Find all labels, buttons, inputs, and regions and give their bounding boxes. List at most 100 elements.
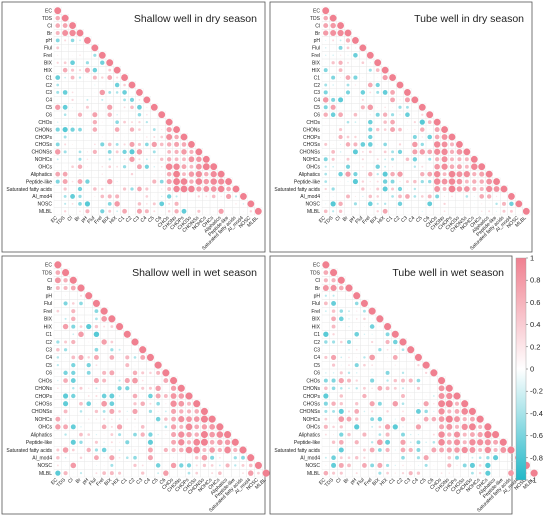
col-label: Frel [95, 477, 105, 487]
corr-point [387, 403, 388, 405]
corr-point [116, 158, 118, 160]
corr-point [108, 315, 116, 323]
corr-point [385, 439, 391, 445]
row-label: Al_mod4 [32, 456, 52, 462]
corr-point [486, 178, 493, 185]
corr-point [88, 441, 90, 443]
corr-point [440, 472, 443, 474]
corr-point [170, 462, 177, 469]
corr-point [356, 449, 358, 451]
corr-point [324, 386, 328, 391]
corr-point [88, 318, 90, 320]
col-label: C1 [117, 215, 126, 224]
corr-point [55, 171, 61, 177]
corr-point [79, 144, 81, 145]
corr-point [95, 433, 98, 436]
col-label: Br [74, 215, 82, 223]
corr-point [347, 432, 351, 437]
corr-point [331, 278, 336, 283]
corr-point [392, 136, 393, 138]
corr-point [347, 129, 349, 130]
corr-point [71, 339, 76, 345]
corr-point [416, 471, 421, 475]
corr-point [181, 208, 187, 214]
corr-point [447, 432, 452, 437]
row-label: Frel [311, 309, 320, 315]
corr-point [379, 395, 381, 397]
corr-point [488, 210, 491, 213]
corr-point [65, 310, 66, 312]
corr-point [340, 121, 341, 123]
corr-point [429, 144, 431, 145]
corr-point [435, 157, 440, 162]
corr-point [70, 285, 76, 291]
corr-point [515, 200, 523, 208]
row-label: NOHCs [35, 417, 53, 423]
corr-point [392, 106, 394, 108]
corr-point [332, 165, 335, 168]
corr-point [88, 303, 90, 304]
corr-point [134, 449, 136, 451]
corr-point [71, 324, 76, 329]
corr-point [485, 470, 491, 476]
corr-point [132, 408, 138, 415]
corr-point [433, 387, 435, 389]
corr-point [400, 439, 406, 445]
corr-point [171, 416, 176, 422]
corr-point [340, 84, 341, 86]
corr-point [65, 387, 66, 389]
corr-point [485, 462, 491, 469]
corr-point [71, 316, 76, 322]
corr-point [438, 377, 446, 385]
corr-point [174, 134, 179, 140]
corr-point [399, 210, 401, 212]
corr-point [370, 340, 374, 344]
corr-point [116, 136, 118, 138]
corr-point [324, 409, 328, 413]
corr-point [71, 180, 74, 183]
corr-point [402, 464, 404, 467]
corr-point [202, 155, 210, 163]
row-label: NOSC [306, 463, 321, 469]
corr-point [165, 457, 167, 459]
corr-point [166, 133, 173, 141]
corr-point [72, 47, 73, 49]
corr-point [495, 202, 498, 206]
corr-point [410, 357, 412, 358]
corr-point [71, 355, 76, 360]
corr-point [149, 418, 151, 420]
corr-point [163, 470, 169, 476]
corr-point [167, 149, 172, 154]
corr-point [118, 441, 121, 443]
col-label: C3 [135, 477, 144, 486]
corr-point [362, 173, 364, 175]
corr-point [410, 395, 412, 397]
corr-point [332, 340, 336, 344]
corr-point [103, 349, 105, 351]
corr-point [447, 455, 452, 460]
corr-point [339, 394, 344, 398]
corr-point [484, 423, 492, 431]
corr-point [108, 165, 112, 169]
corr-point [364, 380, 365, 381]
corr-point [448, 133, 456, 141]
corr-point [364, 372, 365, 374]
corr-point [111, 387, 113, 389]
corr-point [146, 129, 148, 130]
corr-point [94, 92, 96, 93]
corr-point [414, 203, 416, 205]
corr-point [54, 261, 62, 269]
corr-point [109, 99, 111, 101]
corr-point [397, 149, 403, 154]
row-label: CHOPs [303, 394, 320, 400]
corr-point [101, 114, 103, 116]
corr-point [339, 402, 343, 406]
corr-point [79, 432, 83, 437]
corr-point [72, 349, 74, 351]
corr-point [118, 379, 121, 382]
corr-point [87, 356, 90, 359]
col-label: Br [75, 477, 83, 485]
corr-point [362, 84, 364, 86]
corr-point [87, 144, 88, 145]
corr-point [484, 431, 492, 439]
